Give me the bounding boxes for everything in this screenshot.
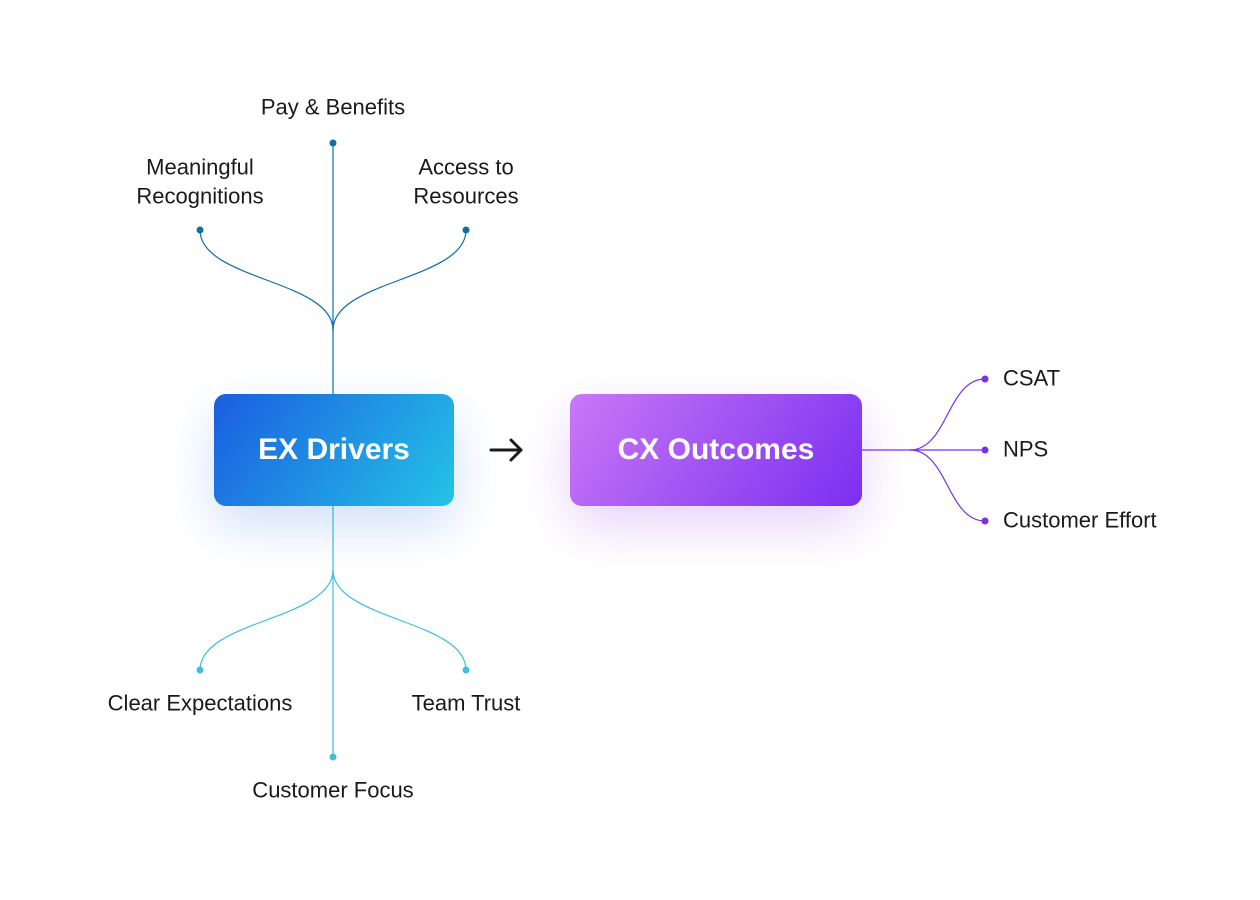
ex-drivers-label: EX Drivers [258, 433, 410, 467]
cx-outcomes-label: CX Outcomes [618, 433, 815, 467]
label-clear-expectations: Clear Expectations [108, 690, 293, 719]
ex-drivers-box: EX Drivers [214, 394, 454, 506]
label-access-to-resources: Access to Resources [413, 153, 518, 210]
label-nps: NPS [1003, 436, 1048, 465]
label-csat: CSAT [1003, 365, 1060, 394]
arrow-icon [489, 432, 525, 468]
ex-cx-diagram: EX Drivers CX Outcomes Meaningful Recogn… [0, 0, 1260, 900]
label-meaningful-recognitions: Meaningful Recognitions [136, 153, 263, 210]
label-customer-focus: Customer Focus [252, 777, 413, 806]
label-pay-benefits: Pay & Benefits [261, 94, 405, 123]
label-team-trust: Team Trust [412, 690, 521, 719]
cx-outcomes-box: CX Outcomes [570, 394, 862, 506]
label-customer-effort: Customer Effort [1003, 507, 1157, 536]
